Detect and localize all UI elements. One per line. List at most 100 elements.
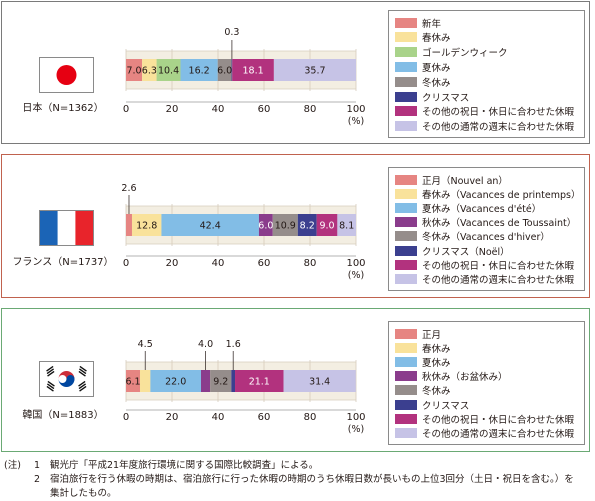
- legend-item: 夏休み: [395, 355, 451, 369]
- legend-item: 秋休み（Vacances de Toussaint）: [395, 216, 576, 229]
- legend-label: その他の祝日・休日に合わせた休暇: [422, 414, 575, 426]
- country-label: 韓国（N=1883）: [22, 410, 104, 421]
- bar-segment: [235, 370, 284, 392]
- axis-unit-label: (%): [348, 270, 364, 281]
- bar-segment: [316, 214, 338, 236]
- data-label: 9.2: [213, 377, 228, 388]
- legend-swatch: [395, 371, 417, 382]
- bar-segment: [140, 370, 151, 392]
- data-label: 21.1: [249, 377, 270, 388]
- footnote-number: [34, 487, 50, 501]
- legend-label: クリスマス: [422, 400, 470, 412]
- legend-label: ゴールデンウィーク: [422, 48, 508, 60]
- bar-segment: [217, 59, 232, 81]
- x-tick-label: 100: [346, 258, 365, 269]
- bar-segment: [131, 214, 162, 236]
- legend-label: 冬休み: [422, 386, 451, 398]
- x-tick-label: 0: [123, 104, 129, 115]
- bar-segment: [180, 59, 218, 81]
- bar-segment: [273, 59, 356, 81]
- bar-segment: [126, 214, 132, 236]
- footnote-text: 宿泊旅行を行う休暇の時期は、宿泊旅行に行った休暇の時期のうち休暇日数が長いもの上…: [50, 474, 574, 485]
- x-tick-label: 80: [304, 412, 317, 423]
- legend-label: 冬休み: [422, 77, 451, 89]
- legend-label: 春休み（Vacances de printemps）: [422, 189, 581, 201]
- legend-item: クリスマス（Noël）: [395, 244, 510, 258]
- footnote-row: (注) 1 観光庁「平成21年度旅行環境に関する国際比較調査」による。: [4, 459, 589, 473]
- data-label: 16.2: [189, 66, 210, 77]
- legend-item: 冬休み: [395, 384, 451, 397]
- bar-chart: 2.6 12.8 42.4 6.0 10.9 8.2 9.0 8.1 0 20 40 60 80 100(…: [121, 183, 365, 281]
- bar-segment: [142, 59, 157, 81]
- bar-segment: [337, 214, 356, 236]
- footnote-head: (注): [4, 460, 21, 471]
- x-tick-label: 40: [212, 258, 225, 269]
- x-tick-label: 20: [166, 412, 179, 423]
- legend-swatch: [395, 91, 417, 102]
- legend-swatch: [395, 47, 417, 58]
- data-label: 2.6: [121, 183, 136, 194]
- korea-panel: 韓国（N=1883） 6.1 4.5 22.0 4.0 9.2 1.6 21.1 31.4 0 2…: [1, 308, 590, 452]
- data-label: 8.2: [300, 221, 315, 232]
- legend-swatch: [395, 61, 417, 72]
- legend-label: その他の祝日・休日に合わせた休暇: [422, 260, 575, 272]
- x-tick-label: 80: [304, 258, 317, 269]
- x-tick-label: 0: [123, 258, 129, 269]
- data-label: 42.4: [200, 221, 221, 232]
- data-label: 1.6: [226, 339, 241, 350]
- x-tick-label: 80: [304, 104, 317, 115]
- footnotes: (注) 1 観光庁「平成21年度旅行環境に関する国際比較調査」による。 2 宿泊…: [4, 459, 589, 501]
- data-label: 4.5: [138, 339, 153, 350]
- x-tick-label: 40: [212, 412, 225, 423]
- bar-segment: [126, 370, 141, 392]
- data-label: 22.0: [165, 377, 186, 388]
- legend-item: その他の通常の週末に合わせた休暇: [395, 272, 574, 286]
- legend-swatch: [395, 121, 417, 132]
- france-flag-icon: [39, 210, 94, 246]
- legend-label: 春休み: [422, 33, 451, 45]
- data-label: 10.9: [275, 221, 296, 232]
- data-label: 0.3: [224, 27, 239, 38]
- legend-swatch: [395, 356, 417, 367]
- bar-segment: [156, 59, 181, 81]
- legend-item: その他の通常の週末に合わせた休暇: [395, 426, 574, 440]
- axis-unit-label: (%): [348, 424, 364, 435]
- chart-legend: 正月（Nouvel an） 春休み（Vacances de printemps） 夏…: [388, 167, 585, 291]
- bar-segment: [126, 59, 143, 81]
- legend-label: 夏休み: [422, 357, 451, 369]
- x-tick-label: 20: [166, 258, 179, 269]
- bar-chart: 7.0 6.3 10.4 16.2 6.0 0.3 18.1 35.7 0 20 40 60 80 100…: [123, 27, 366, 127]
- legend-item: 新年: [395, 16, 441, 30]
- legend-item: ゴールデンウィーク: [395, 46, 508, 59]
- legend-item: クリスマス: [395, 90, 470, 104]
- bar-segment: [150, 370, 201, 392]
- legend-label: クリスマス: [422, 92, 470, 104]
- x-tick-label: 100: [346, 104, 365, 115]
- data-label: 35.7: [304, 66, 325, 77]
- legend-item: 夏休み（Vacances d'été）: [395, 201, 541, 215]
- legend-swatch: [395, 106, 417, 117]
- legend-label: 秋休み（お盆休み）: [422, 372, 508, 384]
- data-label: 18.1: [242, 66, 263, 77]
- data-label: 12.8: [136, 221, 157, 232]
- x-tick-label: 60: [258, 104, 271, 115]
- x-tick-label: 20: [166, 104, 179, 115]
- legend-swatch: [395, 342, 417, 353]
- legend-swatch: [395, 217, 417, 228]
- legend-swatch: [395, 385, 417, 396]
- country-label: フランス（N=1737）: [12, 257, 114, 268]
- x-tick-label: 0: [123, 412, 129, 423]
- footnote-text: 観光庁「平成21年度旅行環境に関する国際比較調査」による。: [50, 460, 319, 471]
- legend-swatch: [395, 328, 417, 339]
- legend-label: 秋休み（Vacances de Toussaint）: [422, 218, 577, 230]
- data-label: 31.4: [309, 377, 330, 388]
- bar-segment: [232, 59, 274, 81]
- legend-swatch: [395, 399, 417, 410]
- legend-swatch: [395, 188, 417, 199]
- footnote-number: 1: [34, 460, 41, 471]
- japan-flag-icon: [39, 57, 94, 93]
- footnote-row: 集計したもの。: [4, 487, 589, 501]
- x-tick-label: 60: [258, 258, 271, 269]
- legend-item: その他の通常の週末に合わせた休暇: [395, 120, 574, 133]
- legend-swatch: [395, 174, 417, 185]
